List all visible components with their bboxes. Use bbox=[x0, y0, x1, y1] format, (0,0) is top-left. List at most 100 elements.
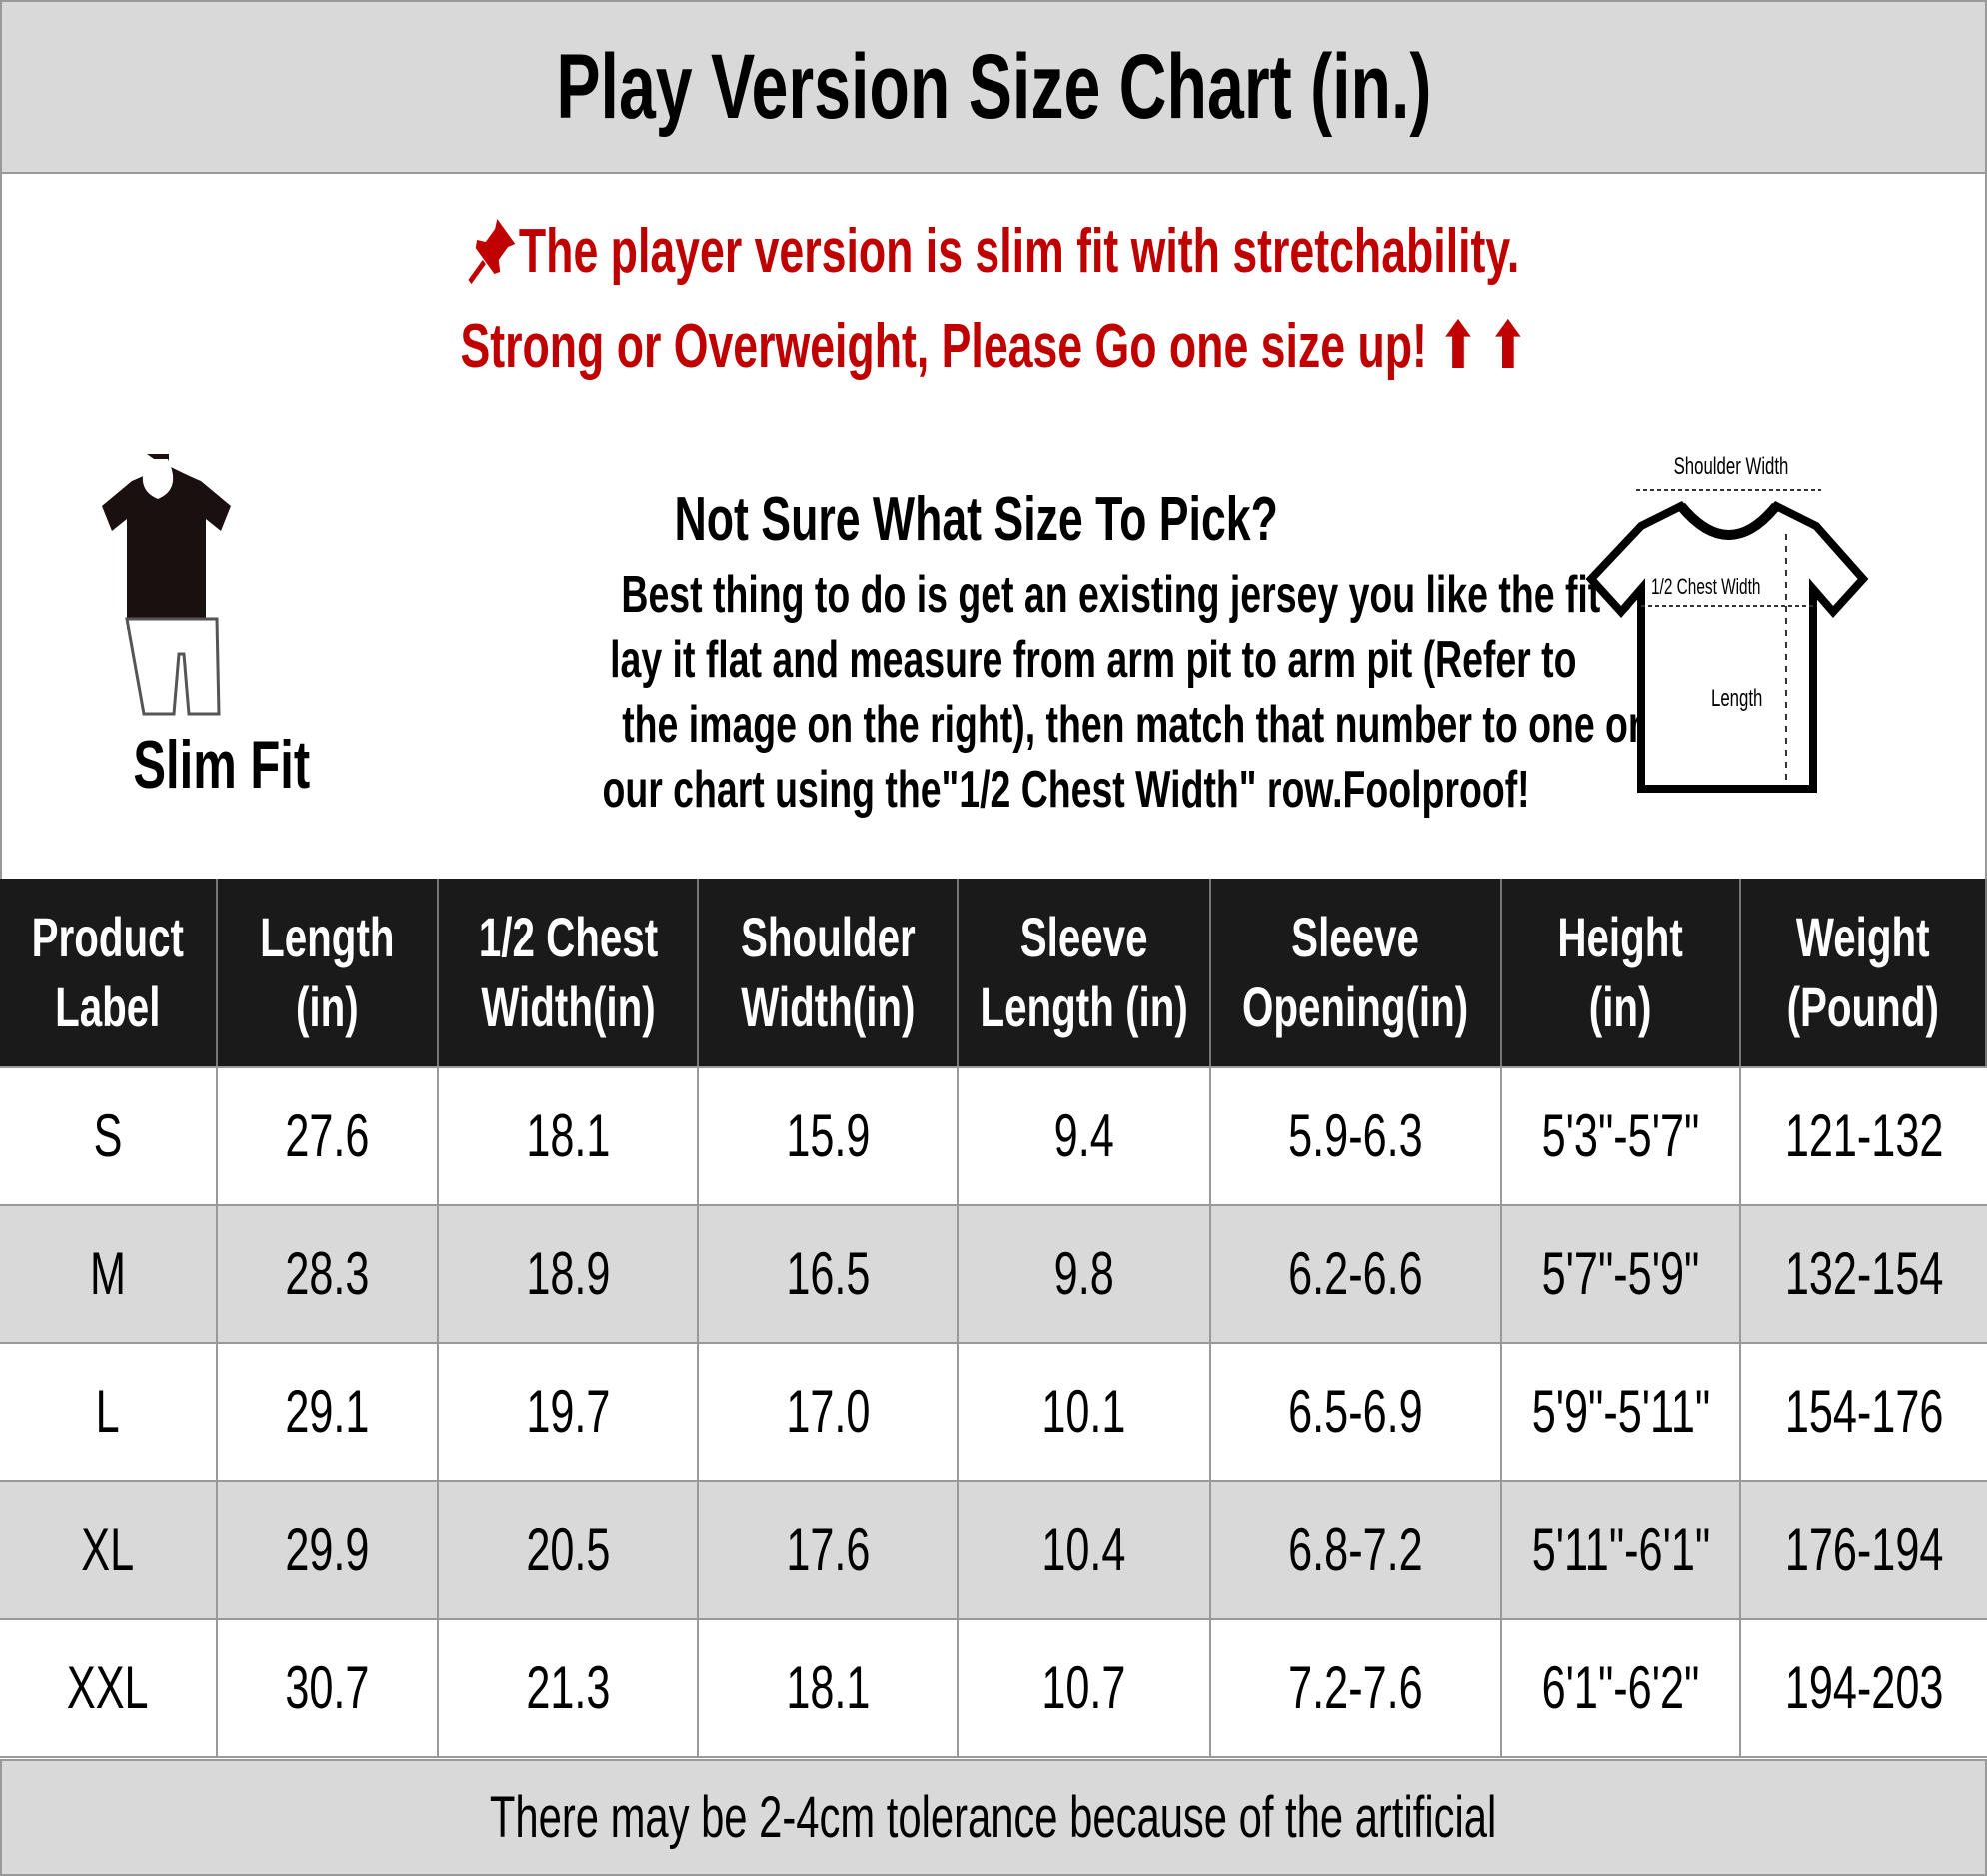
table-cell: 7.2-7.6 bbox=[1211, 1620, 1502, 1756]
cell-value: 154-176 bbox=[1784, 1378, 1944, 1445]
cell-value: 29.1 bbox=[285, 1378, 370, 1445]
header-line: 1/2 Chest bbox=[478, 906, 658, 968]
table-cell: 10.4 bbox=[959, 1482, 1211, 1618]
table-cell: 15.9 bbox=[699, 1068, 959, 1204]
cell-value: 18.9 bbox=[525, 1240, 611, 1307]
slim-fit-label: Slim Fit bbox=[133, 727, 311, 803]
header-line: Product bbox=[31, 906, 185, 968]
table-cell: 132-154 bbox=[1741, 1206, 1987, 1342]
slim-fit-mannequin-icon bbox=[102, 454, 231, 716]
table-cell: 5'3"-5'7" bbox=[1502, 1068, 1741, 1204]
table-cell: 6.2-6.6 bbox=[1211, 1206, 1502, 1342]
table-cell: 5'9"-5'11" bbox=[1502, 1344, 1741, 1480]
table-cell: 176-194 bbox=[1741, 1482, 1987, 1618]
table-cell: XL bbox=[0, 1482, 218, 1618]
chest-width-label: 1/2 Chest Width bbox=[1651, 575, 1760, 599]
table-cell: 18.1 bbox=[699, 1620, 959, 1756]
notice-line-2: Strong or Overweight, Please Go one size… bbox=[460, 312, 1527, 381]
table-row: L 29.1 19.7 17.0 10.1 6.5-6.9 5'9"-5'11" 154-17… bbox=[0, 1344, 1987, 1482]
table-cell: 18.1 bbox=[439, 1068, 699, 1204]
title-bar: Play Version Size Chart (in.) bbox=[0, 0, 1987, 174]
table-row: S 27.6 18.1 15.9 9.4 5.9-6.3 5'3"-5'7" 121-132 bbox=[0, 1068, 1987, 1206]
column-header: Length (in) bbox=[218, 879, 439, 1066]
size-guide: Not Sure What Size To Pick? Best thing t… bbox=[422, 484, 1650, 823]
cell-value: 6.2-6.6 bbox=[1288, 1240, 1423, 1307]
header-line: Shoulder bbox=[740, 906, 916, 968]
table-cell: 194-203 bbox=[1741, 1620, 1987, 1756]
header-line: Label bbox=[55, 975, 161, 1038]
table-cell: 5'7"-5'9" bbox=[1502, 1206, 1741, 1342]
cell-value: XL bbox=[81, 1516, 135, 1583]
cell-value: 5'3"-5'7" bbox=[1541, 1102, 1700, 1169]
cell-value: 29.9 bbox=[285, 1516, 370, 1583]
table-cell: 17.0 bbox=[699, 1344, 959, 1480]
cell-value: XXL bbox=[67, 1654, 149, 1721]
header-line: Length bbox=[260, 906, 395, 968]
column-header: Sleeve Opening(in) bbox=[1211, 879, 1502, 1066]
column-header: Height (in) bbox=[1502, 879, 1741, 1066]
table-cell: 30.7 bbox=[218, 1620, 439, 1756]
cell-value: 9.4 bbox=[1053, 1102, 1114, 1169]
table-cell: 154-176 bbox=[1741, 1344, 1987, 1480]
guide-line: Best thing to do is get an existing jers… bbox=[621, 566, 1647, 624]
cell-value: 10.4 bbox=[1041, 1516, 1126, 1583]
header-line: Sleeve bbox=[1291, 906, 1420, 968]
table-cell: 9.8 bbox=[959, 1206, 1211, 1342]
header-line: Opening(in) bbox=[1242, 975, 1469, 1038]
cell-value: 10.1 bbox=[1041, 1378, 1126, 1445]
guide-heading: Not Sure What Size To Pick? bbox=[674, 485, 1279, 554]
column-header: Sleeve Length (in) bbox=[959, 879, 1211, 1066]
table-cell: 19.7 bbox=[439, 1344, 699, 1480]
table-cell: 27.6 bbox=[218, 1068, 439, 1204]
notice-line-1: The player version is slim fit with stre… bbox=[2, 214, 1985, 287]
header-line: Sleeve bbox=[1019, 906, 1148, 968]
header-line: (Pound) bbox=[1786, 975, 1940, 1038]
table-cell: 29.1 bbox=[218, 1344, 439, 1480]
page-title: Play Version Size Chart (in.) bbox=[555, 35, 1432, 138]
table-cell: 6'1"-6'2" bbox=[1502, 1620, 1741, 1756]
cell-value: 19.7 bbox=[525, 1378, 611, 1445]
table-cell: 20.5 bbox=[439, 1482, 699, 1618]
table-cell: M bbox=[0, 1206, 218, 1342]
table-cell: 29.9 bbox=[218, 1482, 439, 1618]
table-row: M 28.3 18.9 16.5 9.8 6.2-6.6 5'7"-5'9" 132-154 bbox=[0, 1206, 1987, 1344]
cell-value: 7.2-7.6 bbox=[1288, 1654, 1423, 1721]
cell-value: 5.9-6.3 bbox=[1288, 1102, 1423, 1169]
cell-value: 16.5 bbox=[785, 1240, 871, 1307]
column-header: 1/2 Chest Width(in) bbox=[439, 879, 699, 1066]
table-row: XXL 30.7 21.3 18.1 10.7 7.2-7.6 6'1"-6'2" 194-2… bbox=[0, 1620, 1987, 1758]
header-line: (in) bbox=[296, 975, 359, 1038]
table-cell: L bbox=[0, 1344, 218, 1480]
header-line: Height bbox=[1557, 906, 1684, 968]
cell-value: 27.6 bbox=[285, 1102, 370, 1169]
cell-value: 132-154 bbox=[1784, 1240, 1944, 1307]
tshirt-measurement-diagram: Shoulder Width 1/2 Chest Width Length bbox=[1585, 454, 1869, 793]
column-header: Weight (Pound) bbox=[1741, 879, 1987, 1066]
footer-note: There may be 2-4cm tolerance because of … bbox=[0, 1759, 1987, 1876]
table-cell: 6.8-7.2 bbox=[1211, 1482, 1502, 1618]
table-cell: S bbox=[0, 1068, 218, 1204]
guide-line: the image on the right), then match that… bbox=[622, 696, 1651, 754]
table-cell: 28.3 bbox=[218, 1206, 439, 1342]
pushpin-icon bbox=[468, 219, 515, 285]
cell-value: 10.7 bbox=[1041, 1654, 1126, 1721]
header-line: Width(in) bbox=[740, 975, 916, 1038]
cell-value: 6'1"-6'2" bbox=[1541, 1654, 1700, 1721]
cell-value: 9.8 bbox=[1053, 1240, 1114, 1307]
size-table: Product Label Length (in) 1/2 Chest Width(in)… bbox=[0, 879, 1987, 1758]
table-cell: 16.5 bbox=[699, 1206, 959, 1342]
cell-value: S bbox=[93, 1102, 123, 1169]
header-line: Weight bbox=[1796, 906, 1930, 968]
cell-value: 6.5-6.9 bbox=[1288, 1378, 1423, 1445]
shoulder-width-label: Shoulder Width bbox=[1674, 454, 1789, 480]
table-cell: 18.9 bbox=[439, 1206, 699, 1342]
column-header: Product Label bbox=[0, 879, 218, 1066]
cell-value: 30.7 bbox=[285, 1654, 370, 1721]
cell-value: 5'9"-5'11" bbox=[1531, 1378, 1710, 1445]
header-line: Length (in) bbox=[980, 975, 1188, 1038]
guide-line: lay it flat and measure from arm pit to … bbox=[610, 631, 1577, 689]
cell-value: 5'7"-5'9" bbox=[1541, 1240, 1700, 1307]
cell-value: L bbox=[95, 1378, 121, 1445]
cell-value: 15.9 bbox=[785, 1102, 871, 1169]
table-cell: 17.6 bbox=[699, 1482, 959, 1618]
